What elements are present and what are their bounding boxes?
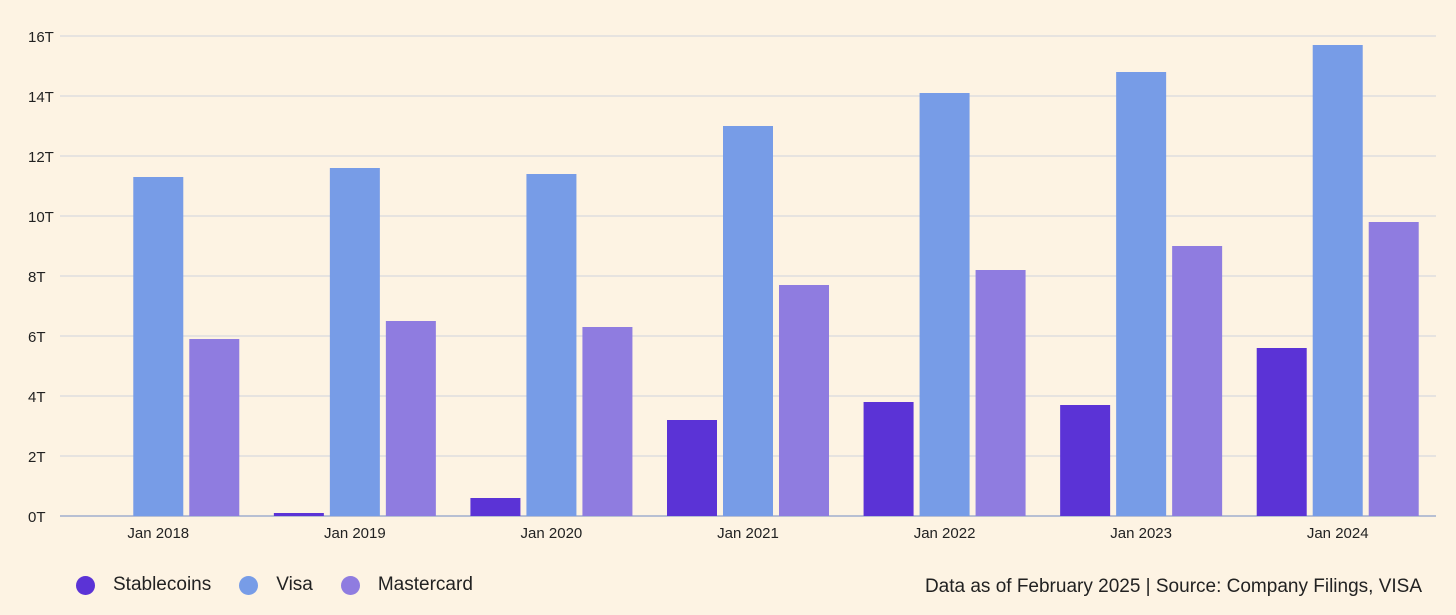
legend-label-stablecoins: Stablecoins xyxy=(113,574,212,595)
x-tick-label: Jan 2018 xyxy=(127,525,189,542)
source-note: Data as of February 2025 | Source: Compa… xyxy=(924,576,1422,597)
legend: Stablecoins Visa Mastercard xyxy=(76,574,473,596)
x-tick-label: Jan 2020 xyxy=(521,525,583,542)
bar-visa-jan-2021[interactable] xyxy=(723,126,773,516)
y-tick-label: 6T xyxy=(28,329,46,346)
bar-visa-jan-2018[interactable] xyxy=(133,177,184,516)
legend-swatch-mastercard xyxy=(340,575,360,595)
legend-item-visa[interactable]: Visa xyxy=(239,574,313,596)
x-tick-label: Jan 2023 xyxy=(1110,525,1172,542)
bar-mastercard-jan-2021[interactable] xyxy=(779,285,829,516)
bar-stablecoins-jan-2019[interactable] xyxy=(273,513,324,516)
bar-mastercard-jan-2018[interactable] xyxy=(189,339,240,516)
bar-stablecoins-jan-2022[interactable] xyxy=(863,402,914,516)
bar-mastercard-jan-2020[interactable] xyxy=(582,327,633,516)
bar-visa-jan-2022[interactable] xyxy=(919,93,970,516)
legend-swatch-visa xyxy=(239,575,259,595)
y-tick-label: 4T xyxy=(28,389,46,406)
bar-mastercard-jan-2022[interactable] xyxy=(975,270,1026,516)
x-tick-label: Jan 2024 xyxy=(1307,525,1369,542)
y-tick-label: 16T xyxy=(28,29,54,46)
legend-swatch-stablecoins xyxy=(76,575,95,595)
bar-mastercard-jan-2024[interactable] xyxy=(1368,222,1419,516)
bar-mastercard-jan-2019[interactable] xyxy=(385,321,436,516)
bar-visa-jan-2024[interactable] xyxy=(1312,45,1363,516)
legend-label-visa: Visa xyxy=(276,574,313,595)
y-tick-label: 0T xyxy=(28,509,46,526)
bar-stablecoins-jan-2020[interactable] xyxy=(470,498,521,516)
bar-visa-jan-2023[interactable] xyxy=(1116,72,1167,516)
bars xyxy=(133,45,1419,516)
bar-visa-jan-2020[interactable] xyxy=(526,174,577,516)
y-axis-ticks: 0T 2T 4T 6T 8T 10T 12T 14T 16T xyxy=(28,29,54,526)
x-tick-label: Jan 2022 xyxy=(914,525,976,542)
y-tick-label: 2T xyxy=(28,449,46,466)
y-tick-label: 8T xyxy=(28,269,46,286)
x-axis-ticks: Jan 2018 Jan 2019 Jan 2020 Jan 2021 Jan 2022… xyxy=(127,525,1368,542)
y-tick-label: 10T xyxy=(28,209,54,226)
bar-mastercard-jan-2023[interactable] xyxy=(1172,246,1223,516)
bar-visa-jan-2019[interactable] xyxy=(329,168,380,516)
legend-label-mastercard: Mastercard xyxy=(377,574,473,595)
legend-item-mastercard[interactable]: Mastercard xyxy=(340,574,473,596)
legend-item-stablecoins[interactable]: Stablecoins xyxy=(76,574,211,596)
x-tick-label: Jan 2019 xyxy=(324,525,386,542)
bar-stablecoins-jan-2021[interactable] xyxy=(667,420,717,516)
bar-stablecoins-jan-2023[interactable] xyxy=(1060,405,1111,516)
bar-stablecoins-jan-2024[interactable] xyxy=(1256,348,1307,516)
y-tick-label: 14T xyxy=(28,89,54,106)
x-tick-label: Jan 2021 xyxy=(717,525,779,542)
y-tick-label: 12T xyxy=(28,149,54,166)
